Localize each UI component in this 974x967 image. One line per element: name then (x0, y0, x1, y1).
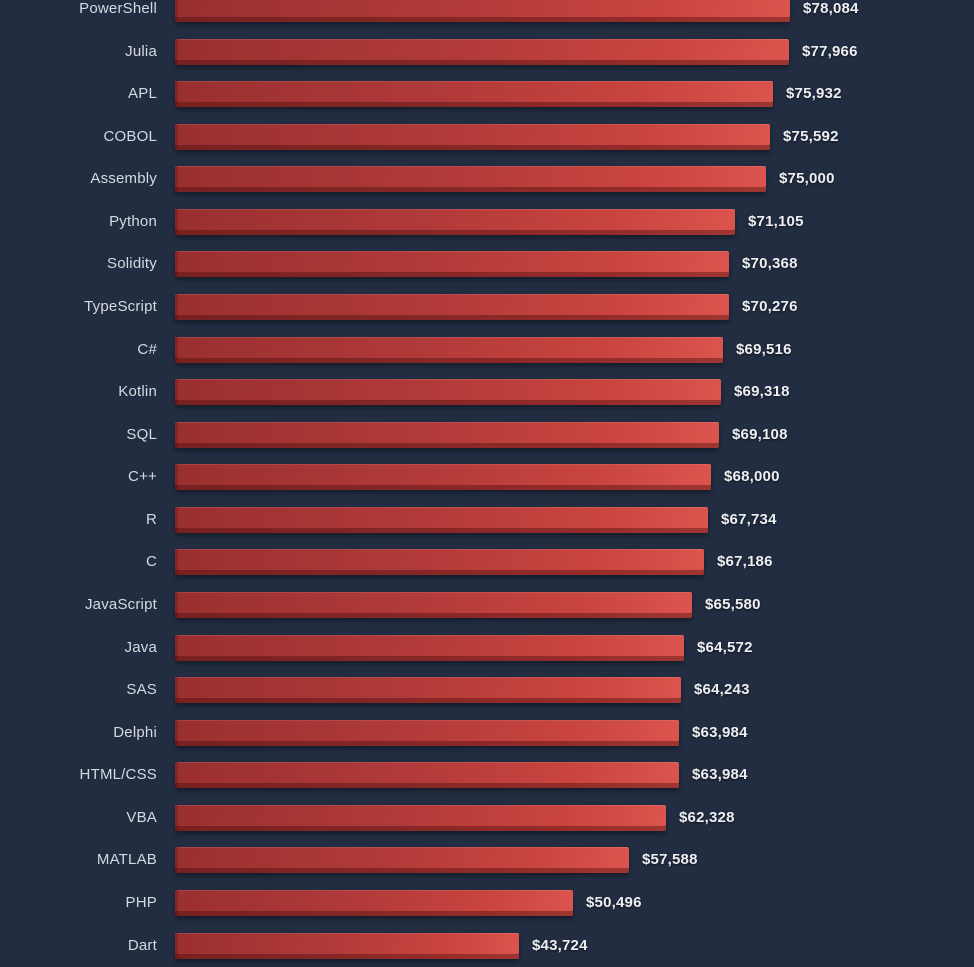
language-label: JavaScript (84, 595, 157, 613)
bar-row: COBOL $75,592 (0, 123, 974, 150)
value-label: $68,000 (724, 468, 780, 486)
salary-bar (175, 251, 729, 278)
bar-row: TypeScript $70,276 (0, 293, 974, 320)
language-label: Delphi (113, 723, 157, 741)
language-label: R (145, 510, 157, 528)
salary-bar (175, 506, 708, 533)
bar-row: Assembly $75,000 (0, 166, 974, 193)
salary-bar (175, 591, 692, 618)
salary-bar (175, 421, 719, 448)
value-label: $71,105 (748, 212, 804, 230)
salary-bar (175, 762, 679, 789)
salary-bar (175, 464, 711, 491)
bar-row: Dart $43,724 (0, 932, 974, 959)
value-label: $57,588 (642, 851, 698, 869)
salary-bar (175, 81, 773, 108)
bar-row: C++ $68,000 (0, 464, 974, 491)
language-label: VBA (126, 808, 157, 826)
bar-row: Java $64,572 (0, 634, 974, 661)
value-label: $64,243 (694, 681, 750, 699)
salary-bar (175, 549, 704, 576)
value-label: $43,724 (532, 936, 588, 954)
salary-bar (175, 677, 681, 704)
value-label: $69,318 (734, 383, 790, 401)
bar-row: Kotlin $69,318 (0, 379, 974, 406)
language-label: APL (128, 85, 157, 103)
language-label: Julia (125, 42, 157, 60)
value-label: $50,496 (586, 893, 642, 911)
language-label: COBOL (103, 127, 157, 145)
salary-bar (175, 379, 721, 406)
value-label: $69,108 (732, 425, 788, 443)
value-label: $63,984 (692, 723, 748, 741)
language-label: C# (137, 340, 157, 358)
salary-bar (175, 293, 729, 320)
language-label: MATLAB (96, 851, 157, 869)
bar-row: SQL $69,108 (0, 421, 974, 448)
bar-row: Julia $77,966 (0, 38, 974, 65)
salary-bar (175, 719, 679, 746)
salary-bar (175, 208, 735, 235)
language-label: Solidity (107, 255, 157, 273)
value-label: $78,084 (803, 0, 859, 17)
salary-bar (175, 0, 790, 22)
salary-bar (175, 38, 789, 65)
bar-row: C# $69,516 (0, 336, 974, 363)
language-label: SAS (126, 681, 157, 699)
language-label: PHP (125, 893, 157, 911)
value-label: $69,516 (736, 340, 792, 358)
value-label: $75,932 (786, 85, 842, 103)
language-label: Python (109, 212, 157, 230)
bar-row: JavaScript $65,580 (0, 591, 974, 618)
bar-row: PHP $50,496 (0, 889, 974, 916)
bar-row: VBA $62,328 (0, 804, 974, 831)
language-label: Assembly (90, 170, 157, 188)
value-label: $70,368 (742, 255, 798, 273)
language-label: C++ (128, 468, 157, 486)
value-label: $67,734 (721, 510, 777, 528)
bar-row: C $67,186 (0, 549, 974, 576)
salary-bar (175, 804, 666, 831)
language-label: Java (124, 638, 157, 656)
bar-row: PowerShell $78,084 (0, 0, 974, 22)
salary-bar (175, 634, 684, 661)
salary-bar (175, 889, 573, 916)
value-label: $64,572 (697, 638, 753, 656)
value-label: $77,966 (802, 42, 858, 60)
language-label: C (145, 553, 157, 571)
bar-row: Delphi $63,984 (0, 719, 974, 746)
salary-bar (175, 847, 629, 874)
language-label: SQL (126, 425, 157, 443)
bar-row: MATLAB $57,588 (0, 847, 974, 874)
language-label: PowerShell (79, 0, 157, 17)
salary-bar (175, 932, 519, 959)
value-label: $63,984 (692, 766, 748, 784)
value-label: $75,592 (783, 127, 839, 145)
value-label: $65,580 (705, 595, 761, 613)
language-label: Dart (127, 936, 157, 954)
language-label: HTML/CSS (79, 766, 157, 784)
salary-bar (175, 123, 770, 150)
value-label: $62,328 (679, 808, 735, 826)
salary-bar (175, 336, 723, 363)
bar-row: SAS $64,243 (0, 677, 974, 704)
bar-row: Python $71,105 (0, 208, 974, 235)
language-label: Kotlin (118, 383, 157, 401)
bar-row: HTML/CSS $63,984 (0, 762, 974, 789)
value-label: $70,276 (742, 297, 798, 315)
value-label: $67,186 (717, 553, 773, 571)
bar-row: APL $75,932 (0, 81, 974, 108)
bar-row: Solidity $70,368 (0, 251, 974, 278)
language-label: TypeScript (84, 297, 157, 315)
salary-bar (175, 166, 766, 193)
bar-row: R $67,734 (0, 506, 974, 533)
value-label: $75,000 (779, 170, 835, 188)
